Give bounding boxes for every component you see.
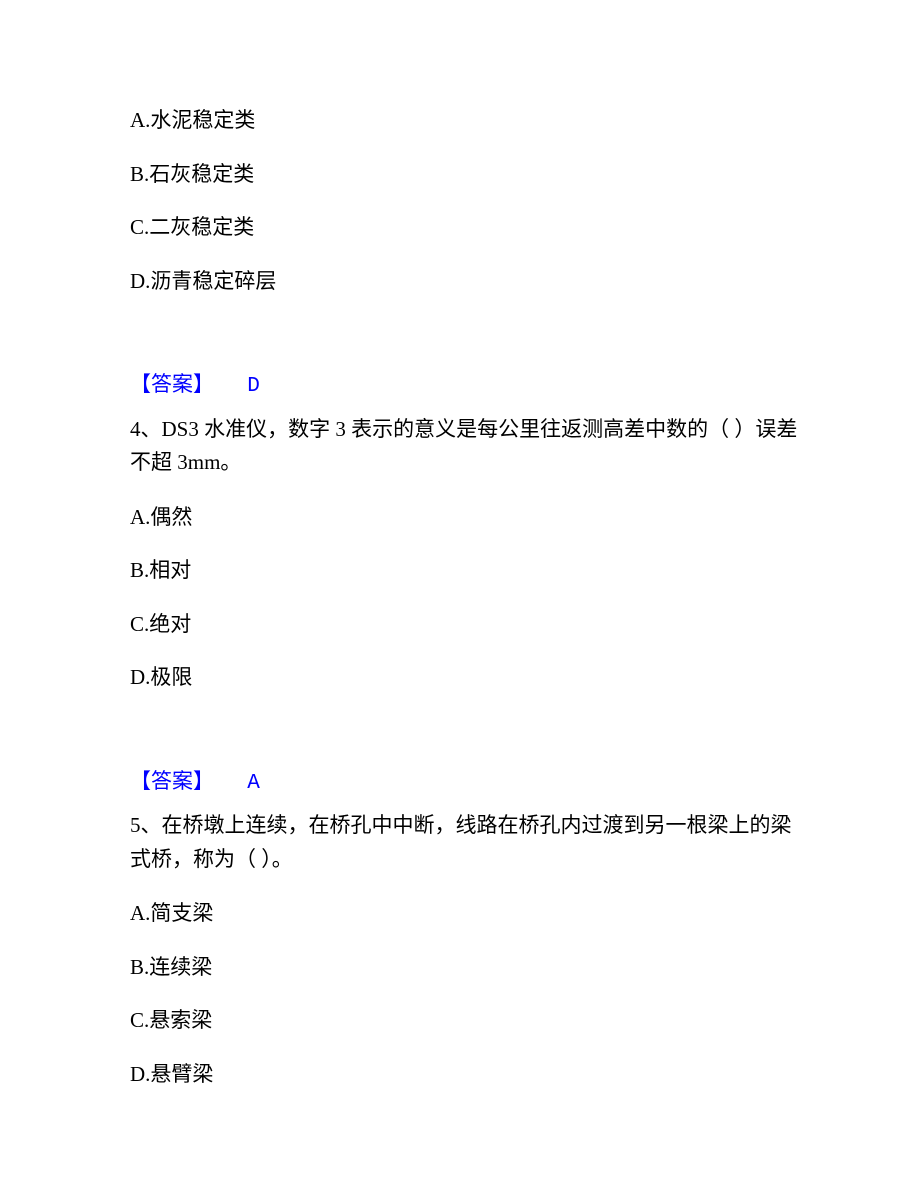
q3-option-b: B.石灰稳定类	[130, 159, 800, 191]
q4-option-b: B.相对	[130, 555, 800, 587]
q3-answer-value: D	[247, 375, 260, 398]
q4-option-c: C.绝对	[130, 609, 800, 641]
q5-option-d: D.悬臂梁	[130, 1059, 800, 1091]
q4-stem: 4、DS3 水准仪，数字 3 表示的意义是每公里往返测高差中数的（ ）误差不超 …	[130, 413, 800, 480]
q4-answer-label: 【答案】	[130, 769, 214, 793]
q3-option-c: C.二灰稳定类	[130, 212, 800, 244]
q4-option-a: A.偶然	[130, 502, 800, 534]
q4-answer-block: 【答案】 A	[130, 766, 800, 800]
q3-option-a: A.水泥稳定类	[130, 105, 800, 137]
q5-option-c: C.悬索梁	[130, 1005, 800, 1037]
q5-option-b: B.连续梁	[130, 952, 800, 984]
q5-option-a: A.简支梁	[130, 898, 800, 930]
q5-stem: 5、在桥墩上连续，在桥孔中中断，线路在桥孔内过渡到另一根梁上的梁式桥，称为（ ）…	[130, 809, 800, 876]
q4-answer-value: A	[247, 772, 260, 795]
q4-option-d: D.极限	[130, 662, 800, 694]
q3-answer-label: 【答案】	[130, 372, 214, 396]
q3-answer-block: 【答案】 D	[130, 369, 800, 403]
q3-option-d: D.沥青稳定碎层	[130, 266, 800, 298]
